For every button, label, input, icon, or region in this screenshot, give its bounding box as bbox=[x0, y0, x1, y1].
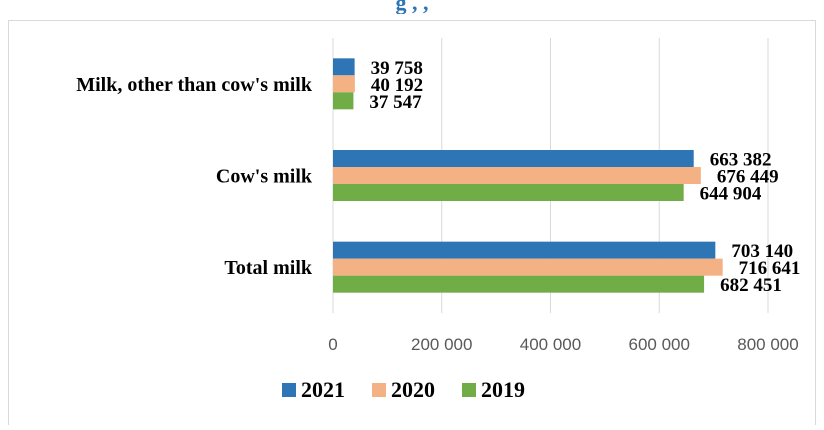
data-label: 682 451 bbox=[720, 275, 782, 296]
data-label: 39 758 bbox=[371, 58, 423, 79]
data-label: 644 904 bbox=[700, 184, 762, 205]
bars bbox=[333, 58, 723, 293]
category-label: Total milk bbox=[224, 257, 312, 279]
legend-label: 2021 bbox=[301, 377, 345, 402]
legend: 2021 2020 2019 bbox=[282, 377, 525, 402]
data-label: 40 192 bbox=[371, 75, 423, 96]
bar-2019 bbox=[333, 92, 354, 110]
x-tick-label: 800 000 bbox=[737, 335, 798, 354]
data-label: 663 382 bbox=[710, 150, 772, 171]
x-axis-ticks: 0 200 000 400 000 600 000 800 000 bbox=[328, 335, 798, 354]
x-tick-label: 0 bbox=[328, 335, 337, 354]
chart-title-fragment: g , , bbox=[395, 0, 429, 14]
bar-2020 bbox=[333, 167, 701, 184]
data-label: 716 641 bbox=[739, 258, 801, 279]
data-label: 37 547 bbox=[369, 92, 422, 113]
data-label: 676 449 bbox=[717, 167, 779, 188]
bar-2019 bbox=[333, 184, 684, 201]
bar-2021 bbox=[333, 58, 355, 76]
bar-2021 bbox=[333, 241, 716, 259]
bar-2021 bbox=[333, 150, 694, 167]
category-label: Cow's milk bbox=[216, 166, 313, 188]
legend-swatch-2021 bbox=[282, 383, 296, 397]
legend-swatch-2019 bbox=[462, 383, 476, 397]
category-labels: Milk, other than cow's milk Cow's milk Tot… bbox=[76, 74, 313, 279]
bar-2020 bbox=[333, 258, 723, 276]
legend-label: 2019 bbox=[481, 377, 525, 402]
bar-2020 bbox=[333, 75, 355, 93]
chart-frame bbox=[8, 20, 816, 425]
x-tick-label: 400 000 bbox=[520, 335, 581, 354]
bar-2019 bbox=[333, 275, 705, 293]
legend-swatch-2020 bbox=[372, 383, 386, 397]
x-tick-label: 200 000 bbox=[411, 335, 472, 354]
data-label: 703 140 bbox=[731, 241, 793, 262]
legend-label: 2020 bbox=[391, 377, 435, 402]
category-label: Milk, other than cow's milk bbox=[76, 74, 313, 96]
x-tick-label: 600 000 bbox=[629, 335, 690, 354]
